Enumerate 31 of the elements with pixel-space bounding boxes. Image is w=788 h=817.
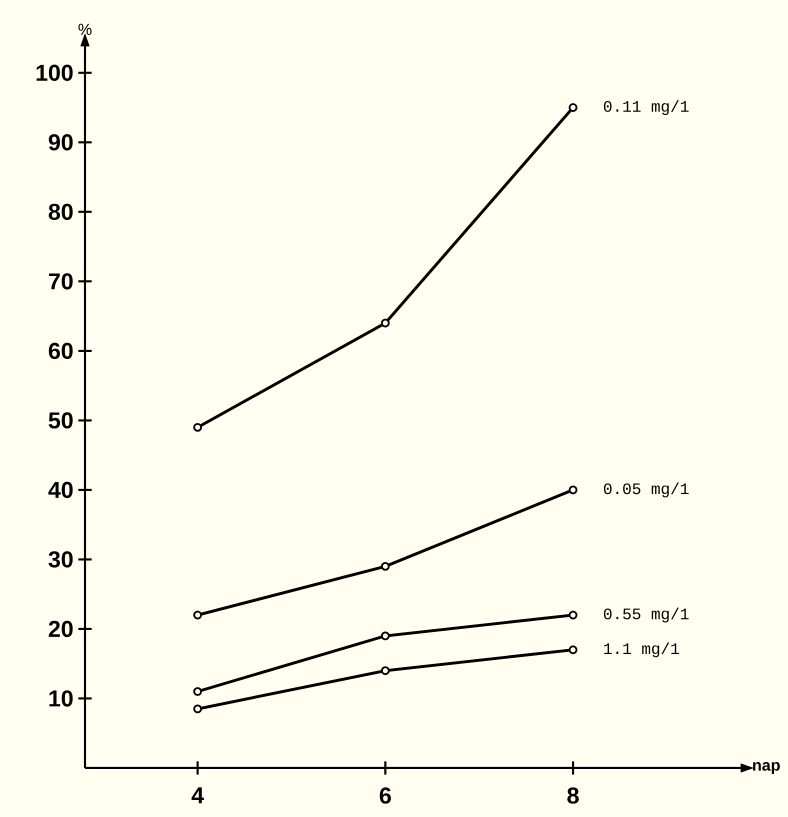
point	[193, 422, 202, 432]
x-tick-label: 6	[380, 787, 391, 804]
y-tick-label: 100	[36, 64, 73, 81]
point	[380, 632, 390, 640]
point	[193, 704, 202, 714]
series-label: 0.11 mg/1	[604, 100, 689, 116]
y-axis-title: %	[78, 24, 92, 35]
y-tick-label: 90	[48, 134, 73, 150]
series-label: 1.1 mg/1	[604, 642, 679, 658]
point	[380, 318, 390, 328]
x-tick-label: 4	[192, 787, 204, 804]
y-tick-label: 40	[48, 482, 73, 498]
point	[193, 687, 202, 696]
y-tick-label: 10	[49, 690, 73, 707]
y-tick-label: 50	[48, 412, 73, 429]
x-tick-label: 8	[567, 787, 579, 804]
point	[568, 610, 578, 620]
series-label: 0.05 mg/1	[604, 482, 689, 498]
point	[568, 486, 578, 494]
point	[380, 666, 390, 676]
point	[380, 562, 390, 571]
y-tick-label: 70	[48, 273, 73, 290]
y-tick-label: 30	[48, 551, 73, 568]
point	[193, 610, 202, 620]
y-tick-label: 20	[48, 620, 73, 638]
point	[568, 645, 578, 654]
y-tick-label: 80	[48, 204, 73, 220]
series-label: 0.55 mg/1	[604, 608, 689, 622]
y-tick-label: 60	[48, 342, 73, 360]
point	[568, 103, 578, 112]
x-axis-title: nap	[753, 762, 780, 774]
